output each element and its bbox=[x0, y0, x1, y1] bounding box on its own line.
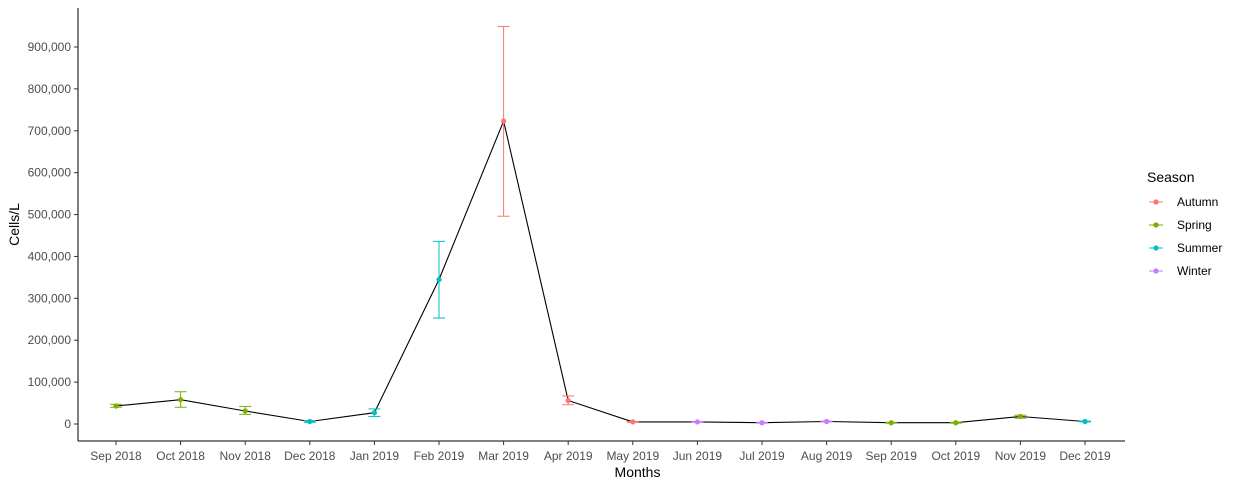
y-tick-label: 800,000 bbox=[28, 82, 72, 96]
y-tick-label: 100,000 bbox=[28, 375, 72, 389]
x-tick-label: Aug 2019 bbox=[801, 449, 853, 463]
x-tick-label: Jan 2019 bbox=[350, 449, 400, 463]
y-tick-label: 400,000 bbox=[28, 249, 72, 263]
legend-item: Summer bbox=[1149, 241, 1222, 255]
chart-axes bbox=[77, 8, 1125, 442]
x-tick-label: Sep 2018 bbox=[90, 449, 142, 463]
data-point bbox=[178, 397, 184, 403]
data-point bbox=[759, 420, 765, 426]
legend-key-point bbox=[1153, 245, 1159, 251]
x-tick-label: Dec 2019 bbox=[1059, 449, 1111, 463]
x-tick-label: Oct 2018 bbox=[156, 449, 205, 463]
data-point bbox=[501, 118, 507, 124]
legend-title: Season bbox=[1147, 169, 1194, 185]
legend-key-point bbox=[1153, 222, 1159, 228]
x-tick-label: Jul 2019 bbox=[739, 449, 785, 463]
chart-point-layer bbox=[113, 118, 1088, 426]
y-tick-label: 900,000 bbox=[28, 40, 72, 54]
legend-key-point bbox=[1153, 199, 1159, 205]
x-tick-label: Nov 2018 bbox=[220, 449, 272, 463]
x-tick-label: Oct 2019 bbox=[931, 449, 980, 463]
x-tick-label: Jun 2019 bbox=[673, 449, 723, 463]
y-tick-label: 300,000 bbox=[28, 291, 72, 305]
x-tick-label: Dec 2018 bbox=[284, 449, 336, 463]
y-tick-label: 200,000 bbox=[28, 333, 72, 347]
data-point bbox=[371, 410, 377, 416]
data-point bbox=[630, 419, 636, 425]
x-tick-label: Nov 2019 bbox=[995, 449, 1047, 463]
y-tick-label: 0 bbox=[64, 417, 71, 431]
y-tick-label: 500,000 bbox=[28, 208, 72, 222]
legend-item: Autumn bbox=[1149, 195, 1218, 209]
data-point bbox=[694, 419, 701, 425]
data-point bbox=[307, 418, 313, 425]
x-tick-label: Mar 2019 bbox=[478, 449, 529, 463]
data-point bbox=[824, 418, 830, 425]
legend-item: Spring bbox=[1149, 218, 1212, 232]
chart-ticks-layer: 0 100,000 200,000 300,000 400,000 500,000 600,… bbox=[28, 40, 1111, 463]
chart-line-layer bbox=[115, 119, 1086, 424]
y-tick-label: 600,000 bbox=[28, 166, 72, 180]
data-point bbox=[1082, 418, 1088, 425]
data-point bbox=[888, 420, 894, 426]
x-tick-label: Apr 2019 bbox=[544, 449, 593, 463]
legend: Season Autumn Spring Summer Winter bbox=[1147, 169, 1222, 278]
legend-key-point bbox=[1153, 268, 1159, 274]
data-point bbox=[436, 276, 442, 283]
x-tick-label: May 2019 bbox=[606, 449, 659, 463]
legend-item-label: Spring bbox=[1177, 218, 1212, 232]
series-line bbox=[115, 119, 1086, 424]
x-tick-label: Feb 2019 bbox=[414, 449, 465, 463]
y-tick-label: 700,000 bbox=[28, 124, 72, 138]
data-point bbox=[113, 403, 119, 409]
data-point bbox=[1017, 413, 1024, 420]
data-point bbox=[565, 397, 571, 404]
y-axis-title: Cells/L bbox=[6, 203, 22, 246]
x-tick-label: Sep 2019 bbox=[866, 449, 918, 463]
data-point bbox=[242, 408, 248, 414]
x-axis-title: Months bbox=[615, 464, 661, 480]
legend-item: Winter bbox=[1149, 264, 1212, 278]
data-point bbox=[953, 420, 959, 426]
legend-item-label: Summer bbox=[1177, 241, 1222, 255]
legend-item-label: Autumn bbox=[1177, 195, 1218, 209]
legend-item-label: Winter bbox=[1177, 264, 1212, 278]
